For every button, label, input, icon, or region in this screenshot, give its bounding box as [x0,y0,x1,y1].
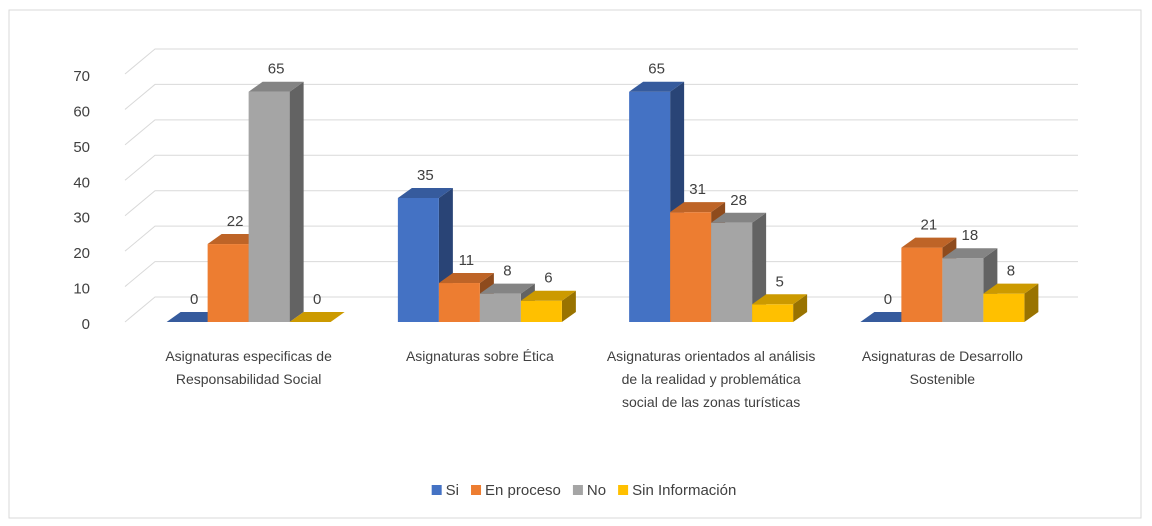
bar-top [629,81,685,92]
bar-top [752,294,808,305]
legend-label: Si [446,482,459,499]
grid-line [124,261,1078,287]
bar-side [289,81,304,322]
y-tick-label: 30 [73,210,90,227]
x-tick-label: Asignaturas especificas de Responsabilid… [165,348,332,387]
bar-front [248,91,290,322]
bar-top [438,273,494,284]
data-label: 0 [313,291,321,308]
bar-front [397,198,439,322]
bar-front [752,304,794,322]
data-label: 65 [268,61,285,78]
bar-side [561,290,576,322]
bar [248,81,304,322]
bar-side [793,294,808,322]
bar-top [248,81,304,92]
bar-top [901,237,957,248]
bar-front [629,91,671,322]
legend-label: Sin Información [632,482,736,499]
bar-front [438,283,480,322]
data-label: 0 [190,291,198,308]
bar-front [520,300,562,322]
bar [520,290,576,322]
x-tick-label: Asignaturas de Desarrollo Sostenible [861,348,1023,387]
bar [752,294,808,322]
bar-top [983,283,1039,294]
grid-line [124,154,1078,181]
data-label: 11 [459,252,475,269]
legend-swatch [572,485,583,495]
bar-front [207,244,249,322]
data-label: 35 [417,167,434,184]
legend-swatch [471,485,482,495]
bar [983,283,1039,322]
grid-line [124,83,1078,110]
y-tick-label: 50 [73,139,90,156]
bar-front [670,212,712,322]
bar-top [520,290,576,301]
legend-label: No [587,482,606,499]
bar [711,212,767,322]
y-tick-label: 20 [73,245,90,262]
bar-top [397,188,453,198]
bar-front [479,293,521,322]
grid-line [124,225,1078,252]
y-tick-label: 40 [73,174,90,191]
data-label: 31 [689,181,706,198]
bar [289,312,345,322]
data-label: 18 [962,227,979,244]
bar-front [901,247,943,322]
x-tick-label: Asignaturas orientados al análisis de la… [606,348,816,410]
bar-front [983,293,1025,322]
bar-front [711,222,753,322]
bar-top [289,312,345,322]
data-label: 65 [648,61,665,78]
bar-top [711,212,767,223]
legend-label: En proceso [485,482,561,499]
bar-front [942,258,984,322]
y-tick-label: 70 [73,68,90,85]
bar-top [479,283,535,294]
bar-top [670,202,726,213]
data-label: 21 [921,217,938,234]
grid-line [124,119,1078,146]
grid-line [124,190,1078,217]
data-label: 8 [503,263,511,280]
bar-top [942,248,998,259]
data-label: 28 [730,192,747,209]
data-label: 22 [227,213,244,230]
data-label: 5 [775,273,783,290]
bar-side [1024,283,1039,322]
x-tick-label: Asignaturas sobre Ética [405,348,554,364]
grid-line [124,48,1078,75]
data-label: 6 [544,270,552,287]
y-tick-label: 60 [73,103,90,120]
data-label: 0 [884,291,892,308]
legend-swatch [618,485,629,495]
legend-swatch [431,485,442,495]
legend: Si En proceso No Sin Información [431,482,736,499]
y-tick-label: 10 [73,281,90,298]
bar-side [752,212,767,322]
data-label: 8 [1007,263,1015,280]
y-tick-label: 0 [82,316,90,333]
